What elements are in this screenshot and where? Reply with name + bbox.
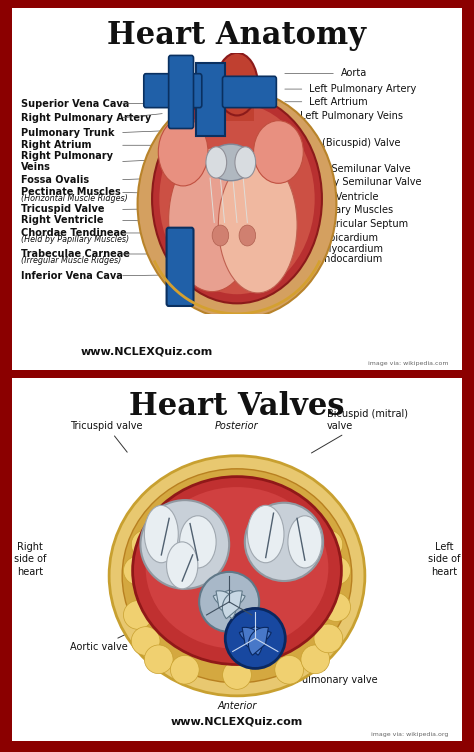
FancyBboxPatch shape <box>169 56 193 129</box>
Circle shape <box>131 626 160 656</box>
Wedge shape <box>239 626 271 644</box>
Text: Heart Valves: Heart Valves <box>129 391 345 422</box>
Ellipse shape <box>180 516 216 568</box>
Ellipse shape <box>146 487 328 649</box>
FancyBboxPatch shape <box>166 228 193 306</box>
Text: Heart Anatomy: Heart Anatomy <box>108 20 366 51</box>
Text: Chordae Tendineae: Chordae Tendineae <box>21 228 127 238</box>
Text: Pulmonary Semilunar Valve: Pulmonary Semilunar Valve <box>286 177 421 187</box>
Text: Left
side of
heart: Left side of heart <box>428 542 460 577</box>
Ellipse shape <box>206 147 227 178</box>
Text: Interventricular Septum: Interventricular Septum <box>291 219 408 229</box>
Text: Epicardium: Epicardium <box>322 232 378 243</box>
Wedge shape <box>213 590 245 607</box>
Text: Right
side of
heart: Right side of heart <box>14 542 46 577</box>
Text: image via: wikipedia.org: image via: wikipedia.org <box>371 732 448 737</box>
Circle shape <box>145 645 173 674</box>
Circle shape <box>131 530 160 559</box>
Text: Right Pulmonary
Veins: Right Pulmonary Veins <box>21 150 113 172</box>
Circle shape <box>225 608 285 669</box>
Text: Posterior: Posterior <box>215 421 259 431</box>
Wedge shape <box>216 591 236 619</box>
Text: Aortic valve: Aortic valve <box>70 608 181 652</box>
Ellipse shape <box>235 147 255 178</box>
Circle shape <box>223 660 251 690</box>
Text: Right Pulmonary Artery: Right Pulmonary Artery <box>21 113 151 123</box>
Text: Pulmonary Trunk: Pulmonary Trunk <box>21 128 114 138</box>
Circle shape <box>301 645 329 674</box>
Ellipse shape <box>245 503 323 581</box>
Ellipse shape <box>254 120 303 183</box>
Ellipse shape <box>239 225 255 246</box>
Ellipse shape <box>137 89 337 319</box>
Polygon shape <box>196 63 225 136</box>
Ellipse shape <box>133 477 341 665</box>
Ellipse shape <box>109 456 365 696</box>
Circle shape <box>171 656 199 684</box>
Text: Endocardium: Endocardium <box>318 254 383 265</box>
Circle shape <box>314 530 343 559</box>
Ellipse shape <box>158 118 208 186</box>
Ellipse shape <box>122 468 352 683</box>
Text: image via: wikipedia.com: image via: wikipedia.com <box>368 362 448 366</box>
Circle shape <box>275 656 303 684</box>
Ellipse shape <box>152 95 322 303</box>
Ellipse shape <box>288 516 322 568</box>
Ellipse shape <box>145 505 178 562</box>
FancyBboxPatch shape <box>144 74 202 108</box>
Text: Mitral (Bicuspid) Valve: Mitral (Bicuspid) Valve <box>291 138 401 148</box>
Text: (Held by Papillary Muscles): (Held by Papillary Muscles) <box>21 235 129 244</box>
Circle shape <box>199 572 259 632</box>
Text: Inferior Vena Cava: Inferior Vena Cava <box>21 271 123 280</box>
Text: www.NCLEXQuiz.com: www.NCLEXQuiz.com <box>81 346 213 356</box>
Text: (Horizontal Muscle Ridges): (Horizontal Muscle Ridges) <box>21 195 128 203</box>
Text: Left Artrium: Left Artrium <box>309 97 368 107</box>
Circle shape <box>314 624 343 653</box>
Text: Right Atrium: Right Atrium <box>21 141 91 150</box>
Ellipse shape <box>208 144 254 180</box>
Circle shape <box>123 556 152 585</box>
Ellipse shape <box>169 148 255 292</box>
Text: Tricuspid Valve: Tricuspid Valve <box>21 205 104 214</box>
Text: Pulmonary valve: Pulmonary valve <box>296 652 377 685</box>
Ellipse shape <box>219 157 297 293</box>
Bar <box>220 68 254 120</box>
Circle shape <box>322 556 351 585</box>
Text: Myocardium: Myocardium <box>322 244 383 253</box>
Text: Left Pulmonary Veins: Left Pulmonary Veins <box>300 111 403 121</box>
Ellipse shape <box>166 542 198 589</box>
Text: Fossa Ovalis: Fossa Ovalis <box>21 174 89 185</box>
Text: Aorta: Aorta <box>340 68 367 78</box>
Wedge shape <box>248 627 268 655</box>
Ellipse shape <box>212 225 229 246</box>
Text: Aortic Semilunar Valve: Aortic Semilunar Valve <box>300 164 410 174</box>
Ellipse shape <box>159 104 315 294</box>
FancyBboxPatch shape <box>222 76 276 108</box>
Text: Trabeculae Carneae: Trabeculae Carneae <box>21 249 130 259</box>
Circle shape <box>123 601 152 629</box>
Wedge shape <box>242 627 262 655</box>
Ellipse shape <box>140 500 229 589</box>
Text: Left Pulmonary Artery: Left Pulmonary Artery <box>309 84 416 94</box>
Ellipse shape <box>247 505 284 562</box>
Ellipse shape <box>216 53 258 116</box>
Text: Anterior: Anterior <box>217 702 257 711</box>
Text: www.NCLEXQuiz.com: www.NCLEXQuiz.com <box>171 717 303 727</box>
Circle shape <box>322 593 351 621</box>
Text: Left Ventricle: Left Ventricle <box>313 192 378 202</box>
Text: (Irregular Muscle Ridges): (Irregular Muscle Ridges) <box>21 256 121 265</box>
Text: Right Ventricle: Right Ventricle <box>21 215 103 226</box>
Text: Bicuspid (mitral)
valve: Bicuspid (mitral) valve <box>311 409 408 453</box>
Text: Superior Vena Cava: Superior Vena Cava <box>21 99 129 108</box>
Text: Pectinate Muscles: Pectinate Muscles <box>21 187 120 197</box>
Text: Papillary Muscles: Papillary Muscles <box>309 205 393 216</box>
Wedge shape <box>222 591 242 619</box>
Text: Tricuspid valve: Tricuspid valve <box>70 421 143 452</box>
